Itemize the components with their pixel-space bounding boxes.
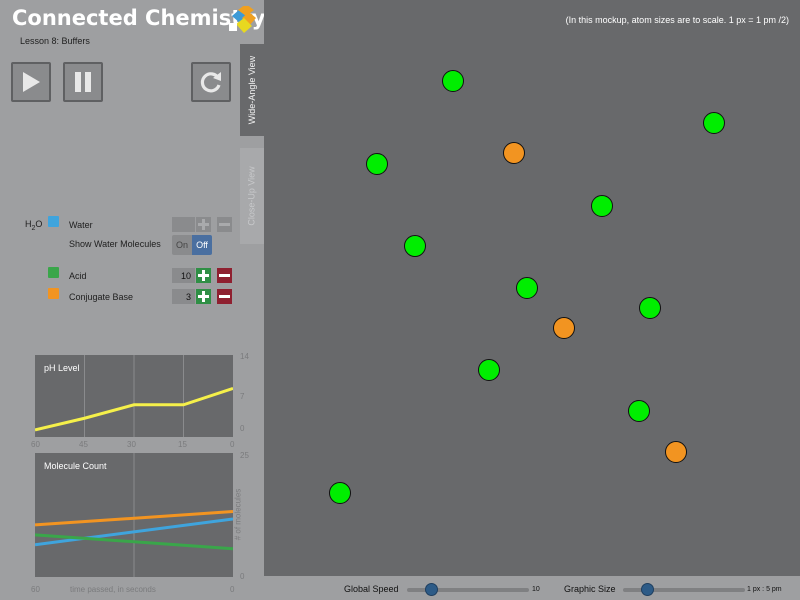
- show-water-label: Show Water Molecules: [69, 239, 161, 249]
- count-x-tick: 0: [230, 585, 235, 594]
- acid-color-swatch: [48, 267, 59, 278]
- water-count-field[interactable]: [172, 217, 195, 232]
- count-y-tick: 0: [240, 572, 245, 581]
- base-color-swatch: [48, 288, 59, 299]
- scale-note: (In this mockup, atom sizes are to scale…: [565, 15, 789, 25]
- graphic-size-label: Graphic Size: [564, 584, 616, 594]
- acid-molecule: [478, 359, 500, 381]
- series-line-0: [35, 510, 233, 527]
- base-decrement-button[interactable]: [217, 289, 232, 304]
- ph-x-tick: 15: [178, 440, 187, 449]
- count-y-tick: 25: [240, 451, 249, 460]
- ph-x-tick: 30: [127, 440, 136, 449]
- ph-x-tick: 45: [79, 440, 88, 449]
- show-water-toggle[interactable]: On Off: [172, 235, 212, 255]
- global-speed-slider[interactable]: [407, 588, 529, 592]
- toggle-on-option[interactable]: On: [172, 235, 192, 255]
- acid-molecule: [516, 277, 538, 299]
- tab-wide-angle-view[interactable]: Wide-Angle View: [240, 44, 264, 136]
- acid-decrement-button[interactable]: [217, 268, 232, 283]
- acid-label: Acid: [69, 271, 87, 281]
- conjugate-base-molecule: [553, 317, 575, 339]
- ph-graph-plot: [35, 355, 233, 437]
- minus-icon: [219, 223, 230, 226]
- series-line-1: [35, 517, 233, 547]
- series-line-2: [35, 533, 233, 551]
- simulation-view[interactable]: (In this mockup, atom sizes are to scale…: [264, 0, 800, 576]
- base-increment-button[interactable]: [196, 289, 211, 304]
- tab-close-up-view[interactable]: Close-Up View: [240, 148, 264, 244]
- water-decrement-button[interactable]: [217, 217, 232, 232]
- ph-graph: pH Level: [35, 355, 233, 437]
- tab-wide-angle-label: Wide-Angle View: [247, 55, 257, 125]
- graphic-size-thumb[interactable]: [641, 583, 655, 596]
- ph-y-tick: 7: [240, 392, 245, 401]
- reset-button[interactable]: [191, 62, 231, 102]
- reset-icon: [200, 72, 221, 93]
- app-logo: [229, 6, 256, 33]
- acid-increment-button[interactable]: [196, 268, 211, 283]
- acid-molecule: [703, 112, 725, 134]
- ph-x-tick: 0: [230, 440, 235, 449]
- logo-diamond-orange-2: [242, 12, 256, 26]
- ph-y-tick: 0: [240, 424, 245, 433]
- acid-molecule: [628, 400, 650, 422]
- water-increment-button[interactable]: [196, 217, 211, 232]
- acid-molecule: [404, 235, 426, 257]
- logo-diamond-orange: [238, 6, 254, 16]
- h2o-label: H2O: [25, 219, 43, 232]
- series-line-0: [35, 386, 233, 432]
- ph-y-tick: 14: [240, 352, 249, 361]
- graphic-size-slider[interactable]: [623, 588, 745, 592]
- plus-icon: [198, 270, 209, 281]
- acid-molecule: [329, 482, 351, 504]
- count-graph-title: Molecule Count: [44, 461, 107, 471]
- tab-close-up-label: Close-Up View: [247, 166, 258, 226]
- plus-icon: [198, 291, 209, 302]
- lesson-title: Lesson 8: Buffers: [20, 36, 90, 46]
- toggle-off-option[interactable]: Off: [192, 235, 212, 255]
- base-count-field[interactable]: 3: [172, 289, 195, 304]
- play-icon: [23, 72, 40, 92]
- molecule-count-plot: [35, 453, 233, 577]
- acid-molecule: [442, 70, 464, 92]
- acid-molecule: [366, 153, 388, 175]
- logo-diamond-yellow: [236, 18, 252, 33]
- count-x-axis-label: time passed, in seconds: [70, 585, 156, 594]
- minus-icon: [219, 274, 230, 277]
- global-speed-thumb[interactable]: [425, 583, 439, 596]
- acid-molecule: [639, 297, 661, 319]
- global-speed-value: 10: [532, 586, 540, 593]
- logo-square-white: [229, 23, 237, 31]
- pause-icon: [75, 72, 91, 92]
- count-y-axis-label: # of molecules: [233, 488, 243, 541]
- acid-count-field[interactable]: 10: [172, 268, 195, 283]
- count-x-tick: 60: [31, 585, 40, 594]
- conjugate-base-molecule: [665, 441, 687, 463]
- water-label: Water: [69, 220, 93, 230]
- pause-button[interactable]: [63, 62, 103, 102]
- molecule-count-graph: Molecule Count: [35, 453, 233, 577]
- base-label: Conjugate Base: [69, 292, 134, 302]
- minus-icon: [219, 295, 230, 298]
- graphic-size-value: 1 px : 5 pm: [747, 586, 782, 593]
- acid-molecule: [591, 195, 613, 217]
- conjugate-base-molecule: [503, 142, 525, 164]
- app-title: Connected Chemistry: [12, 6, 266, 30]
- plus-icon: [198, 219, 209, 230]
- play-button[interactable]: [11, 62, 51, 102]
- ph-graph-title: pH Level: [44, 363, 80, 373]
- ph-x-tick: 60: [31, 440, 40, 449]
- global-speed-label: Global Speed: [344, 584, 399, 594]
- water-color-swatch: [48, 216, 59, 227]
